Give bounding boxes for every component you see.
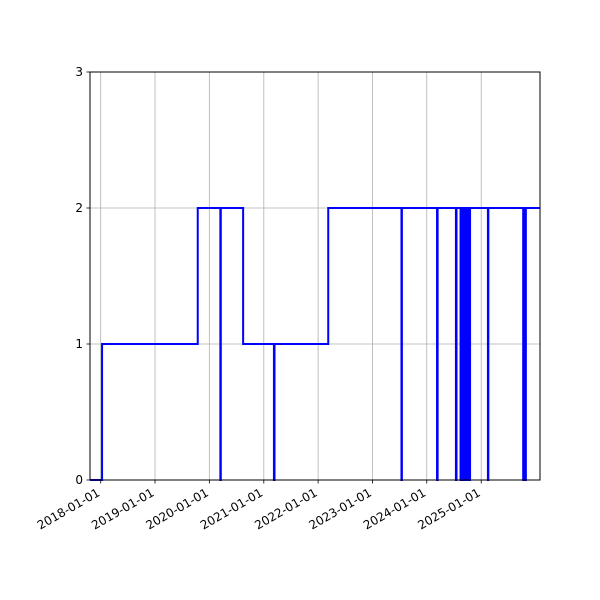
plot-frame: [89, 71, 541, 481]
y-axis: 0 1 2 3: [75, 65, 90, 487]
y-tick-label: 2: [75, 201, 83, 215]
y-tick-label: 3: [75, 65, 83, 79]
y-tick-label: 1: [75, 337, 83, 351]
y-tick-label: 0: [75, 473, 83, 487]
